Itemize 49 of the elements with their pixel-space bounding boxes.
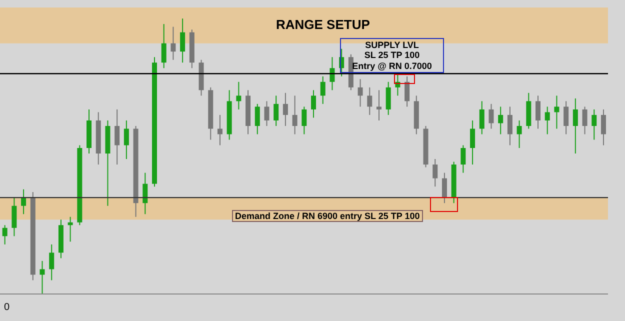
candlestick [264,100,270,126]
candlestick [180,18,186,64]
candlestick [460,144,466,174]
candlestick [488,103,494,130]
candlestick [2,224,8,245]
candlestick [161,24,166,69]
candlestick [302,106,307,135]
annotation: RANGE SETUP [276,17,370,33]
candlestick [49,244,54,281]
candlestick [386,81,391,116]
candlestick [320,76,326,104]
candlestick [376,90,382,121]
candlestick [544,106,550,135]
candlestick [170,26,176,60]
candlestick [292,95,298,135]
candlestick [432,158,438,188]
candlestick [21,188,26,215]
candlestick [404,76,410,108]
candlestick [254,103,260,135]
candlestick [142,172,148,215]
candlestick [124,120,129,160]
candlestick [274,95,279,126]
candlestick [516,120,522,148]
candlestick [600,108,606,146]
candlestick [507,106,512,146]
candlestick [572,98,578,154]
text: 0 [4,302,10,314]
annotation: Demand Zone / RN 6900 entry SL 25 TP 100 [232,210,423,222]
candlestick [582,106,588,135]
candlestick [479,100,484,135]
candlestick [498,106,504,135]
candlestick [330,56,335,91]
candlestick [367,86,372,116]
candlestick [311,90,316,118]
candlestick [442,172,447,204]
candlestick [236,81,242,110]
candlestick [564,100,569,135]
candlestick [592,108,597,140]
candlestick [12,197,17,237]
candlestick [68,216,73,242]
candlestick [217,114,222,146]
candlestick [536,95,541,130]
annotation: SUPPLY LVL SL 25 TP 100 Entry @ RN 0.7000 [340,38,444,73]
candlestick [554,95,560,130]
candlestick [40,260,45,294]
candlestick [470,120,476,166]
candlestick [282,92,288,126]
candlestick [114,108,120,166]
candlestick [358,78,363,108]
